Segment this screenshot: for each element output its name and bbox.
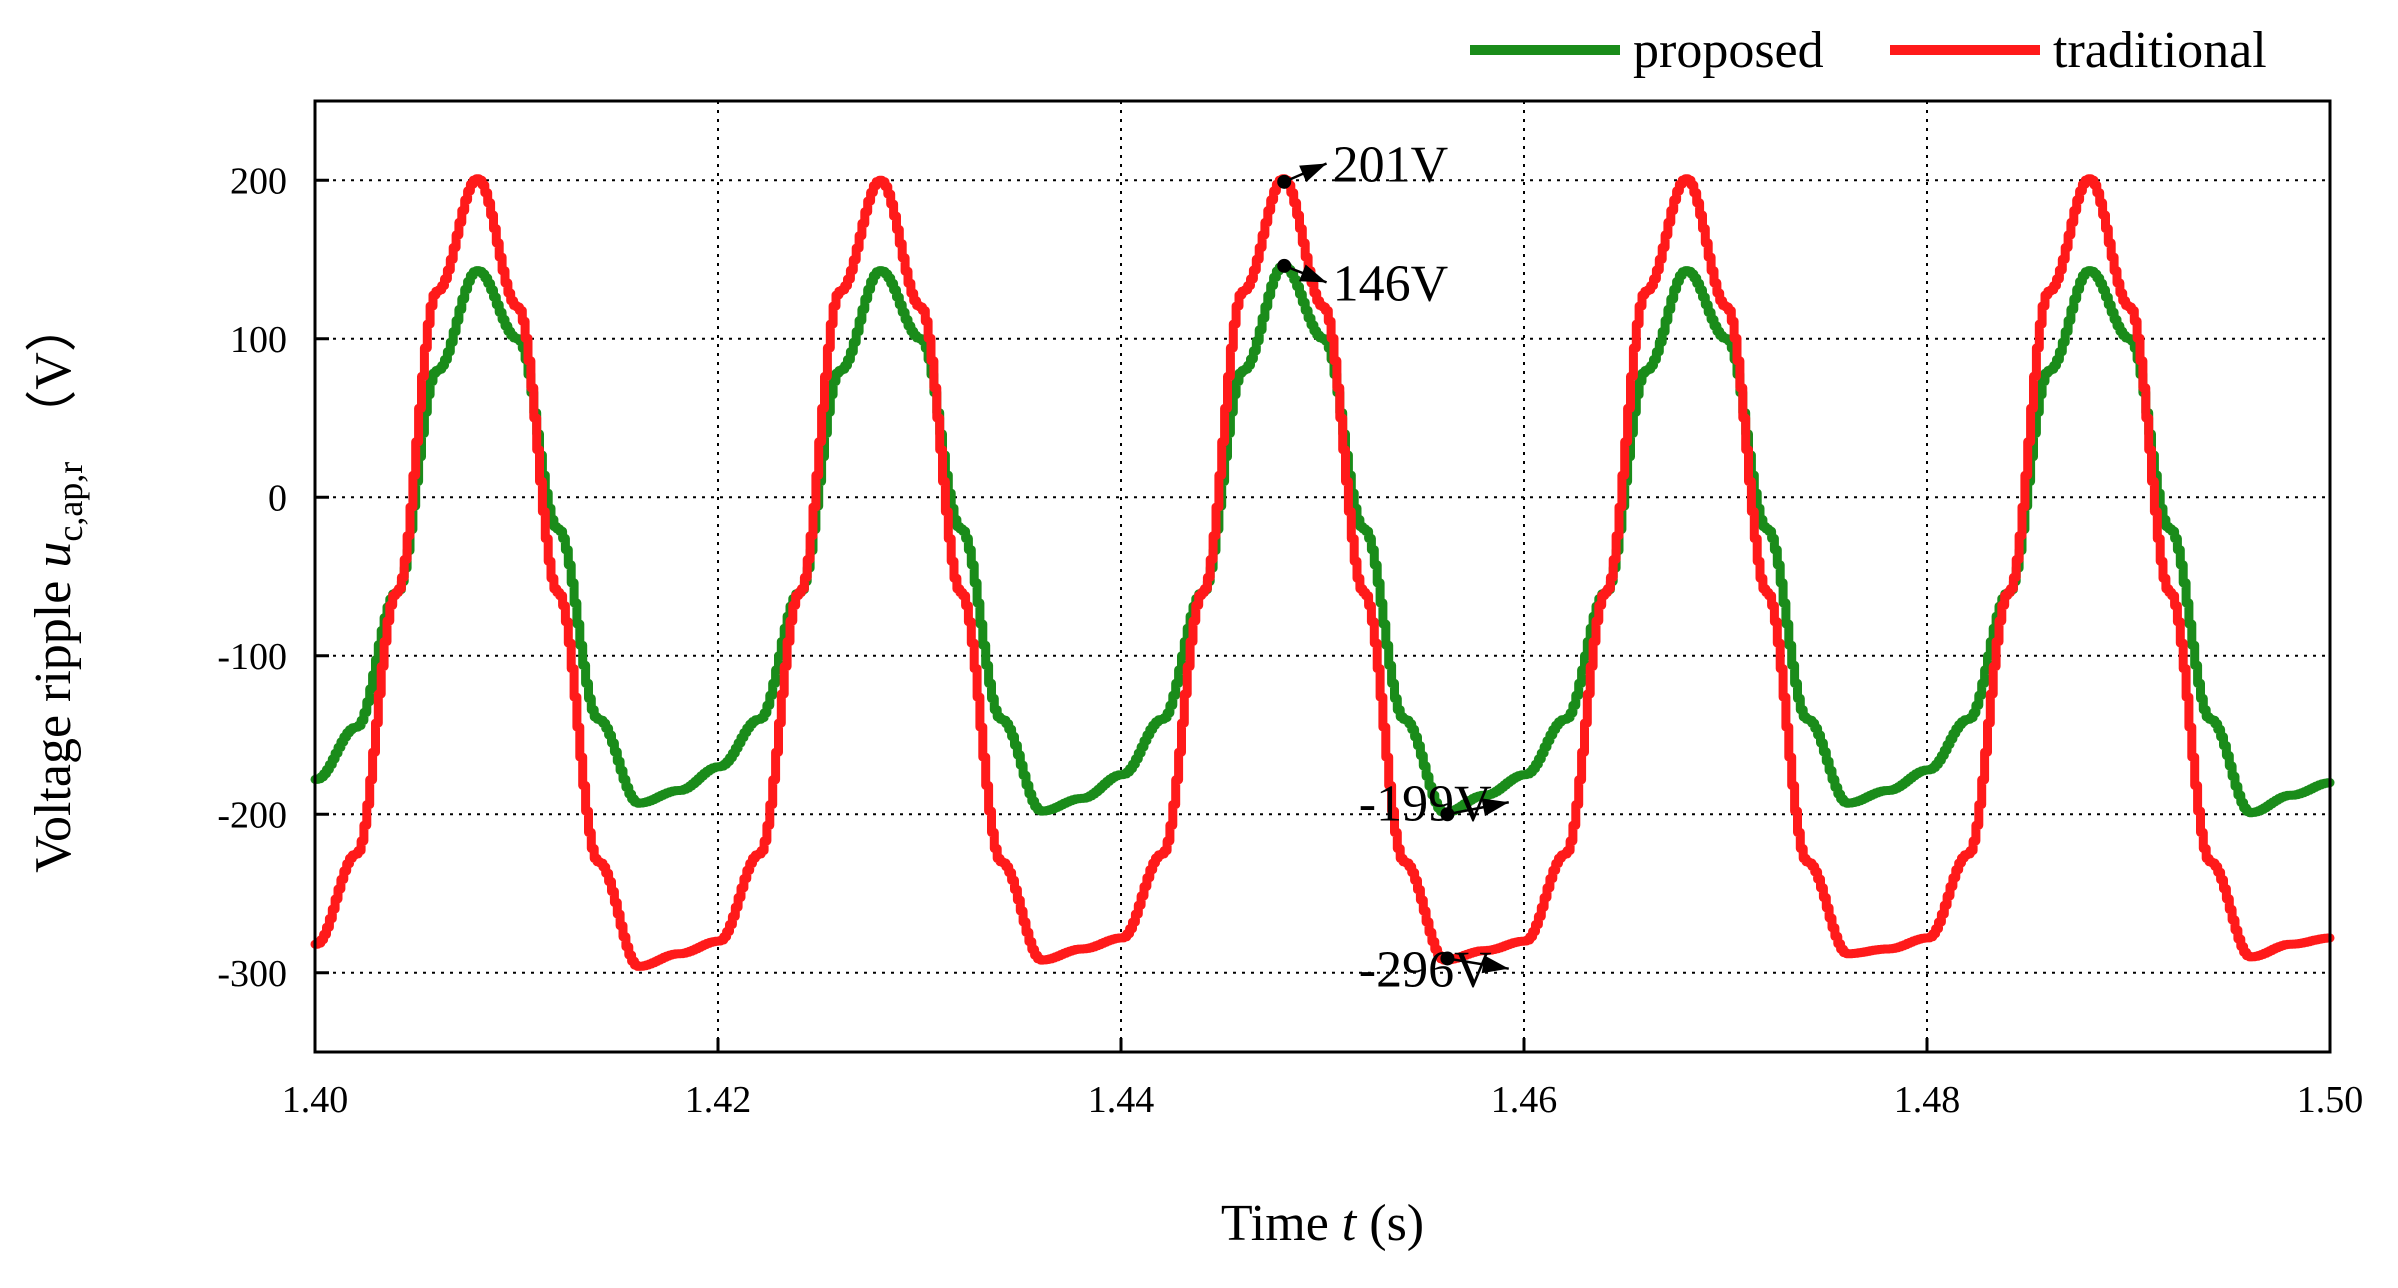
- plot-frame: [313, 99, 2332, 1054]
- y-tick-label: 0: [268, 477, 287, 519]
- legend-label-proposed: proposed: [1633, 22, 1824, 79]
- y-axis-title: Voltage ripple uc,ap,r（V）: [25, 300, 90, 873]
- annotation-label: 201V: [1333, 136, 1449, 193]
- series-line-proposed: [310, 261, 2335, 818]
- annotation-label: -199V: [1359, 775, 1492, 832]
- legend-label-traditional: traditional: [2053, 22, 2267, 79]
- x-tick-label: 1.48: [1894, 1079, 1961, 1121]
- y-tick-label: -100: [217, 636, 287, 678]
- y-tick-label: 200: [230, 160, 287, 202]
- y-tick-label: 100: [230, 319, 287, 361]
- annotation-arrowhead: [1299, 163, 1327, 183]
- annotation-arrowhead: [1481, 955, 1509, 974]
- annotation-arrowhead: [1481, 798, 1509, 817]
- grid-layer: [315, 101, 2330, 1052]
- x-tick-label: 1.40: [282, 1079, 349, 1121]
- annotation-label: 146V: [1333, 255, 1449, 312]
- x-tick-label: 1.44: [1088, 1079, 1155, 1121]
- y-tick-label: -300: [217, 953, 287, 995]
- series-line-traditional: [310, 174, 2335, 971]
- axis-titles: Time t (s) Voltage ripple uc,ap,r（V）: [25, 300, 1424, 1252]
- y-tick-label: -200: [217, 794, 287, 836]
- tick-layer: 1.40 1.42 1.44 1.46 1.48 1.50 -300 -200 -100 0 100…: [217, 160, 2363, 1121]
- x-axis-title: Time t (s): [1221, 1195, 1424, 1252]
- x-tick-label: 1.46: [1491, 1079, 1558, 1121]
- annotation-layer: 201V 146V -199V -296V: [1277, 136, 1510, 999]
- annotation-arrowhead: [1299, 264, 1327, 283]
- x-tick-label: 1.50: [2297, 1079, 2364, 1121]
- x-tick-label: 1.42: [685, 1079, 752, 1121]
- annotation-label: -296V: [1359, 942, 1492, 999]
- series-layer: [310, 174, 2335, 971]
- legend: proposed traditional: [1470, 22, 2267, 79]
